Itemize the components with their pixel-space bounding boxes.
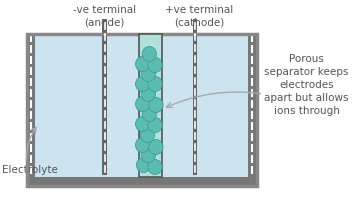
Text: Porous
separator keeps
electrodes
apart but allows
ions through: Porous separator keeps electrodes apart …: [264, 53, 349, 116]
Circle shape: [141, 87, 155, 102]
Bar: [139, 35, 162, 177]
Circle shape: [149, 140, 163, 155]
Bar: [193, 35, 197, 175]
Circle shape: [135, 117, 150, 132]
Circle shape: [148, 160, 162, 175]
Circle shape: [135, 138, 150, 153]
Circle shape: [135, 77, 150, 92]
Bar: [27, 35, 257, 186]
Text: -ve terminal
(anode): -ve terminal (anode): [73, 5, 136, 27]
Bar: [27, 35, 257, 186]
Text: Electrolyte: Electrolyte: [2, 164, 58, 174]
Circle shape: [135, 97, 150, 112]
Bar: [248, 35, 257, 186]
Circle shape: [148, 77, 162, 92]
Circle shape: [135, 57, 150, 72]
Circle shape: [148, 58, 162, 73]
Bar: [102, 35, 107, 175]
Bar: [27, 177, 257, 186]
Bar: [102, 20, 107, 35]
Circle shape: [141, 67, 155, 82]
Circle shape: [148, 118, 162, 133]
Bar: [27, 35, 35, 186]
Bar: [193, 20, 197, 35]
Circle shape: [149, 98, 163, 113]
Circle shape: [141, 148, 155, 163]
Circle shape: [142, 107, 157, 122]
Text: +ve terminal
(cathode): +ve terminal (cathode): [165, 5, 233, 27]
Circle shape: [140, 128, 155, 143]
Circle shape: [136, 158, 151, 173]
Circle shape: [142, 47, 157, 62]
